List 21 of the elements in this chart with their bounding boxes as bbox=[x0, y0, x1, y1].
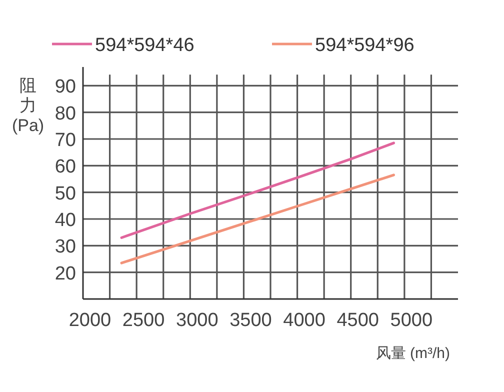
legend-label: 594*594*96 bbox=[315, 35, 414, 56]
x-tick-label: 3500 bbox=[230, 310, 272, 331]
y-tick-label: 60 bbox=[54, 156, 76, 178]
x-tick-label: 3000 bbox=[176, 310, 218, 331]
legend-label: 594*594*46 bbox=[95, 35, 194, 56]
y-tick-label: 50 bbox=[54, 183, 76, 204]
x-tick-label: 2000 bbox=[68, 310, 112, 331]
x-axis-title: 风量 (m³/h) bbox=[376, 345, 450, 362]
line-series bbox=[120, 142, 396, 239]
y-tick-label: 30 bbox=[54, 236, 76, 258]
y-tick-label: 40 bbox=[54, 210, 76, 231]
y-tick-label: 90 bbox=[54, 76, 76, 98]
x-tick-label: 4000 bbox=[283, 310, 326, 331]
x-tick-label: 4500 bbox=[336, 310, 379, 331]
y-tick-label: 80 bbox=[54, 103, 76, 124]
y-tick-label: 20 bbox=[54, 263, 76, 284]
x-tick-label: 5000 bbox=[390, 310, 433, 331]
line-series bbox=[120, 174, 396, 264]
y-tick-label: 70 bbox=[54, 130, 76, 151]
x-tick-label: 2500 bbox=[122, 310, 165, 331]
y-axis-title: 阻力 (Pa) bbox=[12, 76, 44, 135]
